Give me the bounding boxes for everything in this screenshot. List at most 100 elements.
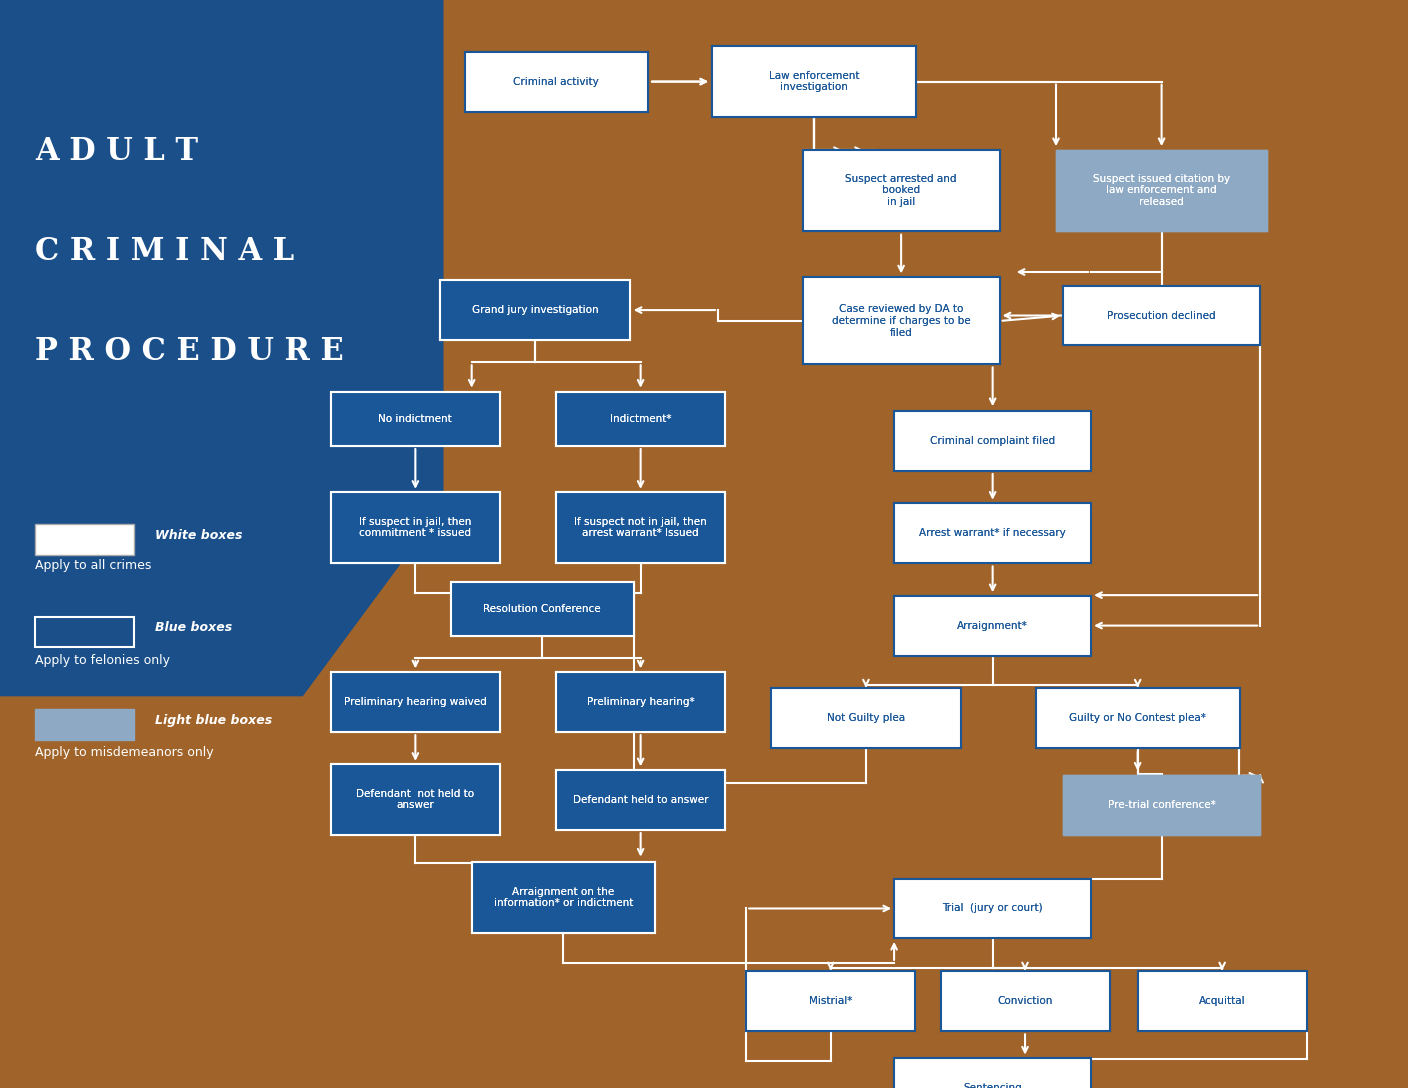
FancyBboxPatch shape — [803, 277, 1000, 364]
Text: Guilty or No Contest plea*: Guilty or No Contest plea* — [1069, 713, 1207, 724]
Text: Not Guilty plea: Not Guilty plea — [826, 713, 905, 724]
FancyBboxPatch shape — [941, 970, 1110, 1031]
Text: Resolution Conference: Resolution Conference — [483, 604, 601, 615]
Text: Defendant held to answer: Defendant held to answer — [573, 794, 708, 805]
FancyBboxPatch shape — [556, 492, 725, 564]
Text: Grand jury investigation: Grand jury investigation — [472, 305, 598, 316]
FancyBboxPatch shape — [772, 689, 960, 749]
FancyBboxPatch shape — [746, 970, 915, 1031]
Text: Sentencing: Sentencing — [963, 1083, 1022, 1088]
FancyBboxPatch shape — [803, 150, 1000, 232]
FancyBboxPatch shape — [1138, 970, 1307, 1031]
Text: Conviction: Conviction — [997, 996, 1053, 1006]
FancyBboxPatch shape — [465, 51, 648, 111]
FancyBboxPatch shape — [472, 862, 655, 934]
FancyBboxPatch shape — [941, 970, 1110, 1031]
Text: Law enforcement
investigation: Law enforcement investigation — [769, 71, 859, 92]
Text: Not Guilty plea: Not Guilty plea — [826, 713, 905, 724]
Text: Defendant  not held to
answer: Defendant not held to answer — [356, 789, 474, 811]
FancyBboxPatch shape — [331, 492, 500, 564]
FancyBboxPatch shape — [439, 280, 631, 339]
Text: Apply to felonies only: Apply to felonies only — [35, 654, 170, 667]
FancyBboxPatch shape — [556, 770, 725, 829]
Text: No indictment: No indictment — [379, 413, 452, 424]
FancyBboxPatch shape — [894, 503, 1091, 564]
FancyBboxPatch shape — [894, 879, 1091, 938]
Text: Arrest warrant* if necessary: Arrest warrant* if necessary — [919, 528, 1066, 539]
Text: C R I M I N A L: C R I M I N A L — [35, 236, 294, 267]
Text: Light blue boxes: Light blue boxes — [155, 714, 272, 727]
FancyBboxPatch shape — [556, 392, 725, 446]
FancyBboxPatch shape — [894, 410, 1091, 470]
Text: Apply to all crimes: Apply to all crimes — [35, 559, 152, 572]
Text: P R O C E D U R E: P R O C E D U R E — [35, 336, 344, 367]
Text: Suspect arrested and
booked
in jail: Suspect arrested and booked in jail — [845, 174, 957, 207]
FancyBboxPatch shape — [1063, 775, 1260, 836]
Text: Arrest warrant* if necessary: Arrest warrant* if necessary — [919, 528, 1066, 539]
Text: Prosecution declined: Prosecution declined — [1107, 310, 1217, 321]
FancyBboxPatch shape — [746, 970, 915, 1031]
Text: Defendant held to answer: Defendant held to answer — [573, 794, 708, 805]
FancyBboxPatch shape — [894, 1058, 1091, 1088]
Text: Conviction: Conviction — [997, 996, 1053, 1006]
Text: Preliminary hearing*: Preliminary hearing* — [587, 696, 694, 707]
Text: Pre-trial conference*: Pre-trial conference* — [1108, 800, 1215, 811]
Text: If suspect in jail, then
commitment * issued: If suspect in jail, then commitment * is… — [359, 517, 472, 539]
Text: Arraignment*: Arraignment* — [957, 620, 1028, 631]
Text: Suspect issued citation by
law enforcement and
released: Suspect issued citation by law enforceme… — [1093, 174, 1231, 207]
Text: Indictment*: Indictment* — [610, 413, 672, 424]
Text: Indictment*: Indictment* — [610, 413, 672, 424]
Text: Trial  (jury or court): Trial (jury or court) — [942, 903, 1043, 914]
FancyBboxPatch shape — [556, 392, 725, 446]
Text: Criminal activity: Criminal activity — [514, 76, 598, 87]
Text: Preliminary hearing waived: Preliminary hearing waived — [344, 696, 487, 707]
Text: If suspect not in jail, then
arrest warrant* Issued: If suspect not in jail, then arrest warr… — [574, 517, 707, 539]
FancyBboxPatch shape — [465, 51, 648, 111]
Text: Trial  (jury or court): Trial (jury or court) — [942, 903, 1043, 914]
FancyBboxPatch shape — [1063, 775, 1260, 836]
FancyBboxPatch shape — [331, 764, 500, 836]
Text: Suspect issued citation by
law enforcement and
released: Suspect issued citation by law enforceme… — [1093, 174, 1231, 207]
FancyBboxPatch shape — [331, 392, 500, 446]
FancyBboxPatch shape — [451, 582, 634, 636]
FancyBboxPatch shape — [331, 672, 500, 732]
FancyBboxPatch shape — [556, 770, 725, 829]
FancyBboxPatch shape — [556, 672, 725, 732]
FancyBboxPatch shape — [772, 689, 960, 749]
FancyBboxPatch shape — [1138, 970, 1307, 1031]
FancyBboxPatch shape — [894, 503, 1091, 564]
Text: Criminal complaint filed: Criminal complaint filed — [931, 435, 1055, 446]
Text: Arraignment*: Arraignment* — [957, 620, 1028, 631]
Text: Apply to misdemeanors only: Apply to misdemeanors only — [35, 746, 214, 759]
Text: Criminal complaint filed: Criminal complaint filed — [931, 435, 1055, 446]
Text: Grand jury investigation: Grand jury investigation — [472, 305, 598, 316]
Text: Guilty or No Contest plea*: Guilty or No Contest plea* — [1069, 713, 1207, 724]
FancyBboxPatch shape — [556, 492, 725, 564]
Text: Blue boxes: Blue boxes — [155, 621, 232, 634]
FancyBboxPatch shape — [894, 410, 1091, 470]
FancyBboxPatch shape — [1036, 689, 1240, 749]
Text: Prosecution declined: Prosecution declined — [1107, 310, 1217, 321]
Text: Mistrial*: Mistrial* — [810, 996, 852, 1006]
FancyBboxPatch shape — [1056, 150, 1267, 232]
FancyBboxPatch shape — [331, 392, 500, 446]
FancyBboxPatch shape — [711, 46, 915, 116]
Text: Acquittal: Acquittal — [1198, 996, 1246, 1006]
Text: Criminal activity: Criminal activity — [514, 76, 598, 87]
FancyBboxPatch shape — [894, 596, 1091, 655]
FancyBboxPatch shape — [472, 862, 655, 934]
Text: White boxes: White boxes — [155, 529, 242, 542]
FancyBboxPatch shape — [556, 672, 725, 732]
Text: Case reviewed by DA to
determine if charges to be
filed: Case reviewed by DA to determine if char… — [832, 305, 970, 337]
Text: Case reviewed by DA to
determine if charges to be
filed: Case reviewed by DA to determine if char… — [832, 305, 970, 337]
FancyBboxPatch shape — [331, 672, 500, 732]
FancyBboxPatch shape — [35, 709, 134, 740]
Text: Preliminary hearing*: Preliminary hearing* — [587, 696, 694, 707]
FancyBboxPatch shape — [1056, 150, 1267, 232]
Text: Pre-trial conference*: Pre-trial conference* — [1108, 800, 1215, 811]
FancyBboxPatch shape — [711, 46, 915, 116]
Text: Sentencing: Sentencing — [963, 1083, 1022, 1088]
Text: Law enforcement
investigation: Law enforcement investigation — [769, 71, 859, 92]
FancyBboxPatch shape — [1063, 285, 1260, 346]
FancyBboxPatch shape — [331, 492, 500, 564]
